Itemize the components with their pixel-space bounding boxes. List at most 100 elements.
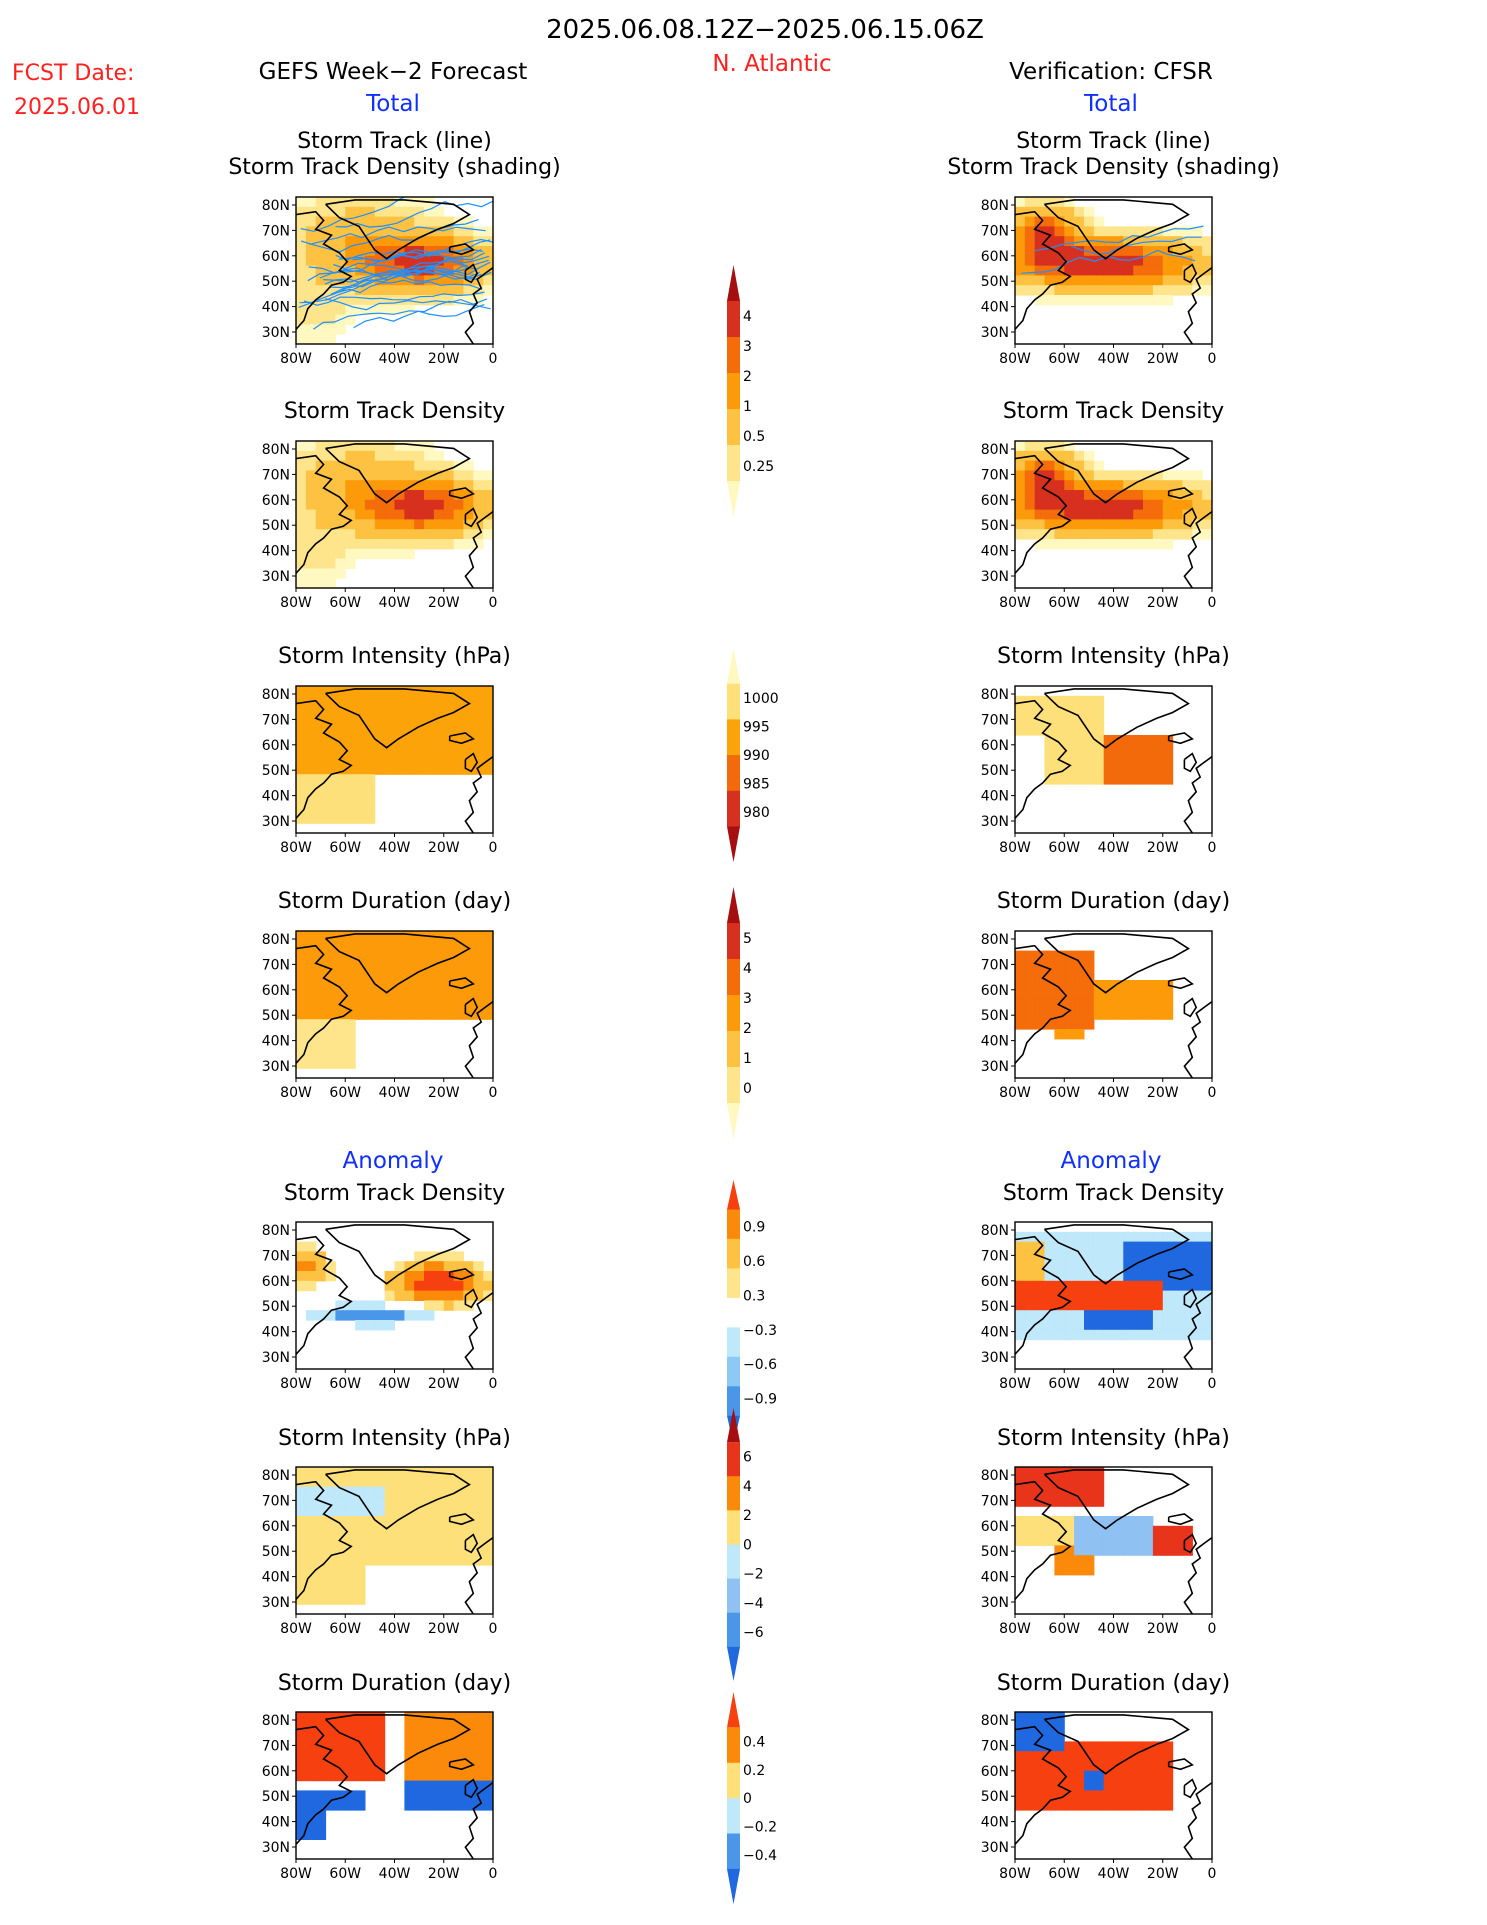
heatmap-cell [1084,1251,1095,1262]
heatmap-cell [345,1058,356,1069]
heatmap-cell [394,931,405,942]
heatmap-cell [1103,1761,1115,1772]
heatmap-cell [335,940,346,952]
lat-tick-label: 50N [262,274,290,290]
colorbar-end-triangle [727,826,740,863]
heatmap-cell [404,735,415,746]
heatmap-cell [1133,480,1144,491]
heatmap-cell [325,970,336,981]
heatmap-cell [1172,1545,1183,1556]
heatmap-cell [345,1506,356,1517]
heatmap-cell [296,1731,307,1742]
storm-track-line [338,279,483,294]
heatmap-cell [1054,450,1065,462]
heatmap-cell [463,1535,474,1546]
heatmap-cell [463,1261,474,1272]
heatmap-cell [345,558,356,569]
heatmap-cell [453,1467,464,1478]
panel-fc-intensity-anom: Storm Intensity (hPa)80N70N60N50N40N30N8… [262,1426,511,1637]
heatmap-cell [414,441,425,452]
heatmap-cell [414,754,425,765]
heatmap-cell [443,1790,455,1801]
heatmap-cell [1024,950,1036,961]
heatmap-cell [443,236,455,247]
heatmap-cell [1192,1280,1203,1292]
heatmap-cell [384,1525,395,1537]
heatmap-cell [296,950,307,961]
heatmap-cell [1133,774,1144,785]
heatmap-cell [404,499,415,511]
heatmap-cell [305,558,317,569]
heatmap-cell [453,1525,464,1537]
heatmap-cell [364,1496,376,1507]
heatmap-cell [296,1721,307,1733]
heatmap-cell [433,450,445,462]
heatmap-cell [1172,1300,1183,1311]
heatmap-cell [325,1310,336,1321]
heatmap-cell [1064,1467,1075,1478]
heatmap-cell [1113,1770,1124,1782]
lat-tick-label: 50N [981,1299,1009,1315]
heatmap-cell [1192,246,1203,257]
heatmap-cell [355,980,366,991]
heatmap-cell [1074,725,1085,736]
heatmap-cell [1123,1009,1134,1020]
lon-tick-label: 80W [999,1866,1031,1882]
heatmap-cell [305,1800,317,1811]
heatmap-cell [335,460,346,471]
colorbar-label: 6 [743,1450,752,1466]
heatmap-cell [355,460,366,471]
heatmap-cell [1202,529,1212,540]
heatmap-cell [463,715,474,726]
heatmap-cell [355,1731,366,1742]
heatmap-cell [325,744,336,756]
heatmap-cell [1074,1310,1085,1321]
colorbar-segment [727,1798,740,1835]
heatmap-cell [325,285,336,296]
heatmap-cell [483,246,493,257]
lon-tick-label: 20W [428,595,460,611]
heatmap-cell [355,480,366,491]
heatmap-cell [384,1486,395,1497]
coastline [464,510,493,588]
heatmap-cell [1074,715,1085,726]
heatmap-cell [355,1467,366,1478]
heatmap-cell [355,304,366,316]
heatmap-cell [1103,275,1115,286]
heatmap-cell [1084,1565,1095,1576]
colorbar-segment [727,1209,740,1240]
heatmap-cell [404,1712,415,1723]
heatmap-cell [1162,509,1174,520]
lon-tick-label: 60W [329,1866,361,1882]
lon-tick-label: 80W [280,1085,312,1101]
heatmap-cell [414,1751,425,1762]
heatmap-cell [315,1721,327,1733]
heatmap-cell [1143,1761,1154,1772]
heatmap-cell [1123,539,1134,550]
colorbar-segment [727,1297,740,1328]
heatmap-cell [305,715,317,726]
heatmap-cell [315,695,327,707]
heatmap-cell [404,480,415,491]
heatmap-cell [315,246,327,257]
heatmap-cell [414,255,425,267]
heatmap-cell [355,989,366,1001]
heatmap-cell [305,989,317,1001]
storm-track-line [298,261,468,308]
heatmap-cell [1054,744,1065,756]
coastline [1043,199,1190,260]
heatmap-cell [335,480,346,491]
heatmap-cell [1054,1741,1065,1752]
heatmap-cell [453,509,464,520]
storm-track-line [300,197,407,232]
heatmap-cell [1084,1780,1095,1791]
heatmap-cell [463,989,474,1001]
heatmap-cell [1074,480,1085,491]
heatmap-cell [433,1280,445,1292]
heatmap-cell [1015,1241,1026,1252]
heatmap-cell [1172,499,1183,511]
heatmap-cell [1024,197,1036,208]
forecast-title: GEFS Week−2 Forecast [259,59,528,85]
heatmap-cell [315,793,327,805]
